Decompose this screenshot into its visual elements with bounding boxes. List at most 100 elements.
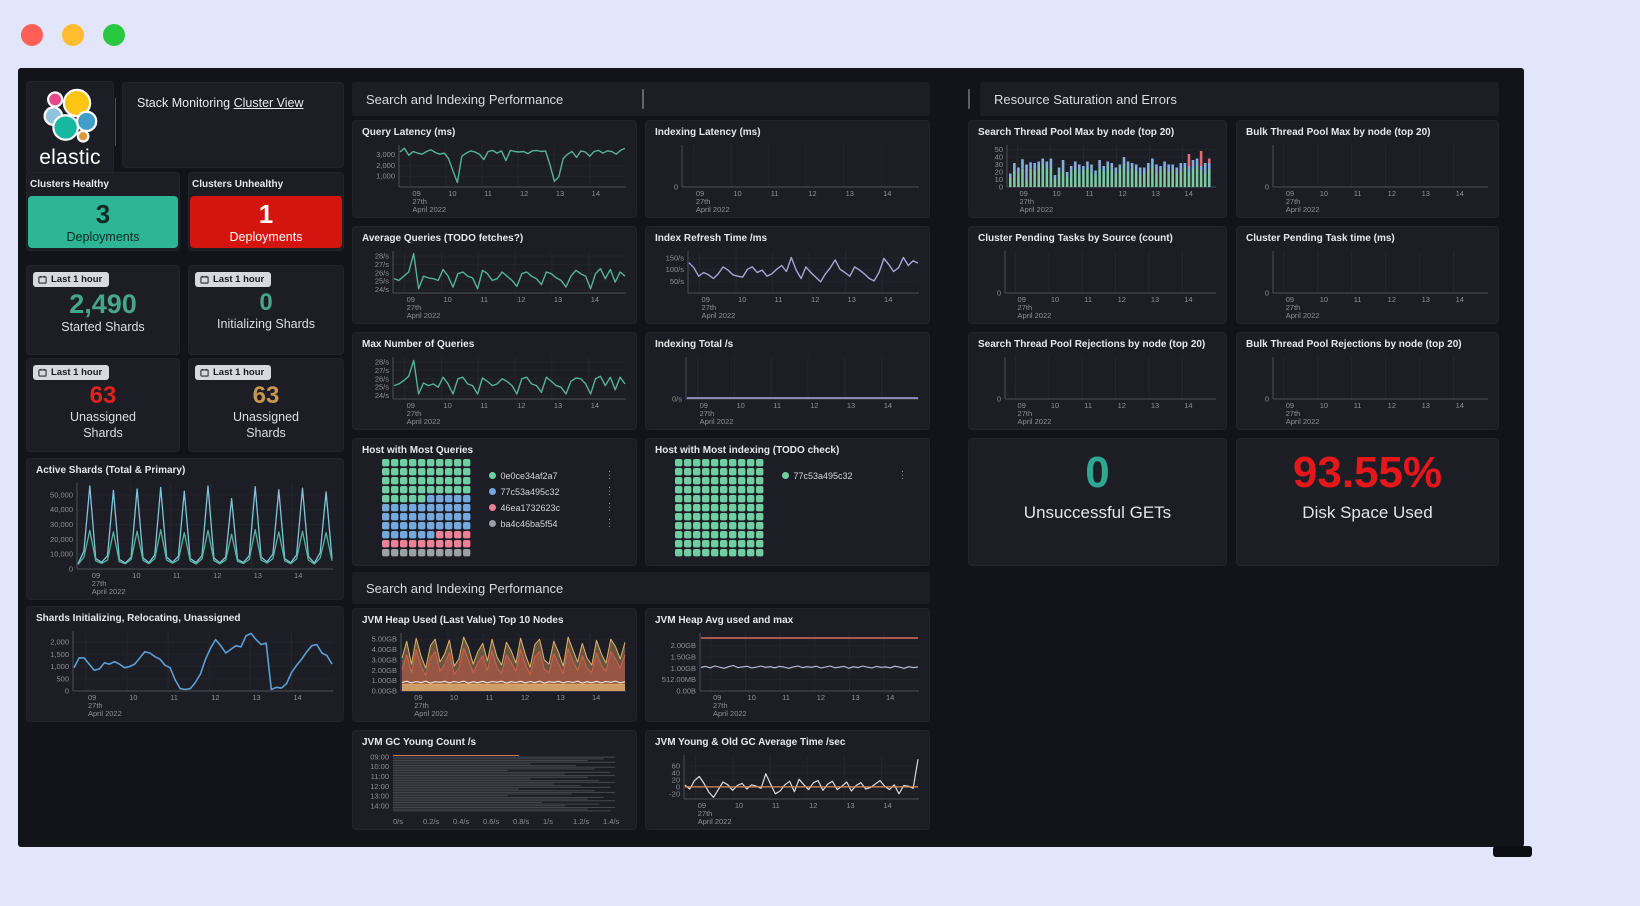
pending-time-chart[interactable]: 09 27th April 2022 10 11 12 13 14 0 — [1241, 246, 1494, 320]
search-rejections-chart[interactable]: 09 27th April 2022 10 11 12 13 14 0 — [973, 352, 1222, 426]
panel-title[interactable]: Indexing Total /s — [655, 339, 734, 350]
svg-text:500: 500 — [56, 674, 69, 683]
svg-text:50: 50 — [995, 145, 1003, 154]
panel-title[interactable]: Bulk Thread Pool Max by node (top 20) — [1246, 127, 1431, 138]
bulk-tp-max-chart[interactable]: 09 27th April 2022 10 11 12 13 14 0 — [1241, 140, 1494, 214]
svg-text:09: 09 — [1018, 295, 1026, 304]
host-most-queries-panel: Host with Most Queries 0e0ce34af2a7 ⋮ 77… — [352, 438, 637, 566]
cluster-view-link[interactable]: Cluster View — [233, 96, 304, 110]
legend-item[interactable]: 77c53a495c32 ⋮ — [781, 470, 908, 481]
time-filter-badge[interactable]: Last 1 hour — [33, 272, 110, 287]
healthy-value-box[interactable]: 3 Deployments — [28, 196, 178, 248]
close-button[interactable] — [21, 24, 43, 46]
panel-title[interactable]: Clusters Healthy — [30, 179, 109, 190]
section-drag-handle[interactable] — [968, 89, 970, 109]
kebab-menu-icon[interactable]: ⋮ — [604, 518, 615, 529]
svg-text:13: 13 — [556, 693, 564, 702]
pending-tasks-chart[interactable]: 09 27th April 2022 10 11 12 13 14 0 — [973, 246, 1222, 320]
legend-label: 77c53a495c32 — [793, 470, 853, 481]
scrollbar-thumb[interactable] — [1493, 846, 1532, 857]
svg-text:0: 0 — [997, 289, 1001, 298]
svg-text:20: 20 — [672, 775, 680, 784]
panel-title[interactable]: JVM Heap Used (Last Value) Top 10 Nodes — [362, 615, 564, 626]
legend-item[interactable]: 0e0ce34af2a7 ⋮ — [488, 470, 615, 481]
host-indexing-waffle-chart[interactable] — [668, 458, 772, 560]
minimize-button[interactable] — [62, 24, 84, 46]
svg-text:09: 09 — [1286, 401, 1294, 410]
time-filter-badge[interactable]: Last 1 hour — [195, 365, 272, 380]
section-drag-handle[interactable] — [642, 89, 644, 109]
max-queries-chart[interactable]: 09 27th April 2022 10 11 12 13 14 24/s 25/s 26/s 27… — [357, 352, 632, 426]
panel-title[interactable]: Indexing Latency (ms) — [655, 127, 761, 138]
svg-text:12: 12 — [810, 401, 818, 410]
indexing-total-chart[interactable]: 09 27th April 2022 10 11 12 13 14 0/s — [650, 352, 925, 426]
average-queries-chart[interactable]: 09 27th April 2022 10 11 12 13 14 24/s 25/s 26/s 27… — [357, 246, 632, 320]
svg-text:27th: 27th — [414, 701, 429, 710]
panel-title[interactable]: Search Thread Pool Max by node (top 20) — [978, 127, 1175, 138]
kebab-menu-icon[interactable]: ⋮ — [604, 470, 615, 481]
svg-text:13: 13 — [846, 801, 854, 810]
panel-title[interactable]: Host with Most Queries — [362, 445, 474, 456]
svg-text:12: 12 — [1388, 401, 1396, 410]
svg-text:28/s: 28/s — [375, 358, 389, 367]
panel-title[interactable]: Max Number of Queries — [362, 339, 475, 350]
indexing-latency-chart[interactable]: 09 27th April 2022 10 11 12 13 14 0 — [650, 140, 925, 214]
svg-text:13: 13 — [851, 693, 859, 702]
time-filter-badge[interactable]: Last 1 hour — [195, 272, 272, 287]
panel-title[interactable]: JVM Heap Avg used and max — [655, 615, 794, 626]
panel-title[interactable]: Cluster Pending Task time (ms) — [1246, 233, 1395, 244]
panel-title[interactable]: Bulk Thread Pool Rejections by node (top… — [1246, 339, 1462, 350]
panel-title[interactable]: Query Latency (ms) — [362, 127, 456, 138]
legend-item[interactable]: 46ea1732623c ⋮ — [488, 502, 615, 513]
svg-text:09: 09 — [702, 295, 710, 304]
panel-title[interactable]: Shards Initializing, Relocating, Unassig… — [36, 613, 241, 624]
svg-text:12: 12 — [520, 189, 528, 198]
time-filter-badge[interactable]: Last 1 hour — [33, 365, 110, 380]
svg-text:14: 14 — [883, 189, 891, 198]
section-header-resource-saturation[interactable]: Resource Saturation and Errors — [980, 82, 1499, 116]
badge-label: Last 1 hour — [51, 367, 103, 378]
panel-title[interactable]: JVM GC Young Count /s — [362, 737, 477, 748]
dashboard-title: Stack Monitoring Cluster View — [123, 83, 343, 110]
index-refresh-chart[interactable]: 09 27th April 2022 10 11 12 13 14 50/s 100/s 150/s — [650, 246, 925, 320]
query-latency-chart[interactable]: 09 27th April 2022 10 11 12 13 14 1,000 2,000 3,00… — [357, 140, 632, 214]
jvm-heap-used-chart[interactable]: 09 27th April 2022 10 11 12 13 14 0.00GB 1.00GB 2.… — [357, 628, 632, 718]
svg-text:0: 0 — [69, 565, 73, 574]
svg-text:14: 14 — [884, 401, 892, 410]
jvm-gc-avg-chart[interactable]: 09 27th April 2022 10 11 12 13 14 -20 0 20 40 60 — [650, 750, 925, 826]
active-shards-chart[interactable]: 09 27th April 2022 10 11 12 13 14 0 10,000 20,000 3… — [31, 478, 339, 596]
kebab-menu-icon[interactable]: ⋮ — [897, 470, 908, 481]
search-tp-max-chart[interactable]: 09 27th April 2022 10 11 12 13 14 0 10 20 30 40 50 — [973, 140, 1222, 214]
panel-title[interactable]: Host with Most indexing (TODO check) — [655, 445, 840, 456]
svg-text:April 2022: April 2022 — [1286, 311, 1320, 320]
legend-item[interactable]: 77c53a495c32 ⋮ — [488, 486, 615, 497]
panel-title[interactable]: Search Thread Pool Rejections by node (t… — [978, 339, 1206, 350]
shards-moving-chart[interactable]: 09 27th April 2022 10 11 12 13 14 0 500 1,000 1,500… — [31, 626, 339, 718]
panel-title[interactable]: Clusters Unhealthy — [192, 179, 284, 190]
kebab-menu-icon[interactable]: ⋮ — [604, 486, 615, 497]
host-queries-waffle-chart[interactable] — [375, 458, 479, 560]
panel-title[interactable]: Cluster Pending Tasks by Source (count) — [978, 233, 1173, 244]
maximize-button[interactable] — [103, 24, 125, 46]
panel-title[interactable]: Average Queries (TODO fetches?) — [362, 233, 524, 244]
panel-title[interactable]: Active Shards (Total & Primary) — [36, 465, 186, 476]
svg-text:April 2022: April 2022 — [412, 205, 446, 214]
section-header-search-indexing[interactable]: Search and Indexing Performance — [352, 82, 930, 116]
panel-title[interactable]: JVM Young & Old GC Average Time /sec — [655, 737, 846, 748]
svg-text:10: 10 — [443, 401, 451, 410]
kebab-menu-icon[interactable]: ⋮ — [604, 502, 615, 513]
jvm-gc-young-chart[interactable]: 09:00 10:00 11:00 12:00 13:00 14:00 0/s 0.2/s 0.… — [357, 750, 632, 826]
bulk-rejections-chart[interactable]: 09 27th April 2022 10 11 12 13 14 0 — [1241, 352, 1494, 426]
legend-item[interactable]: ba4c46ba5f54 ⋮ — [488, 518, 615, 529]
svg-text:13: 13 — [846, 189, 854, 198]
clusters-healthy-panel: Clusters Healthy 3 Deployments — [26, 172, 180, 251]
unhealthy-value-box[interactable]: 1 Deployments — [190, 196, 342, 248]
panel-title[interactable]: Index Refresh Time /ms — [655, 233, 768, 244]
svg-text:27th: 27th — [407, 303, 422, 312]
svg-text:11: 11 — [1085, 189, 1093, 198]
section-header-search-indexing-bottom[interactable]: Search and Indexing Performance — [352, 572, 930, 604]
svg-text:0.2/s: 0.2/s — [423, 817, 440, 826]
svg-text:50/s: 50/s — [670, 277, 684, 286]
jvm-heap-avg-chart[interactable]: 09 27th April 2022 10 11 12 13 14 0.00B 512.00MB 1… — [650, 628, 925, 718]
